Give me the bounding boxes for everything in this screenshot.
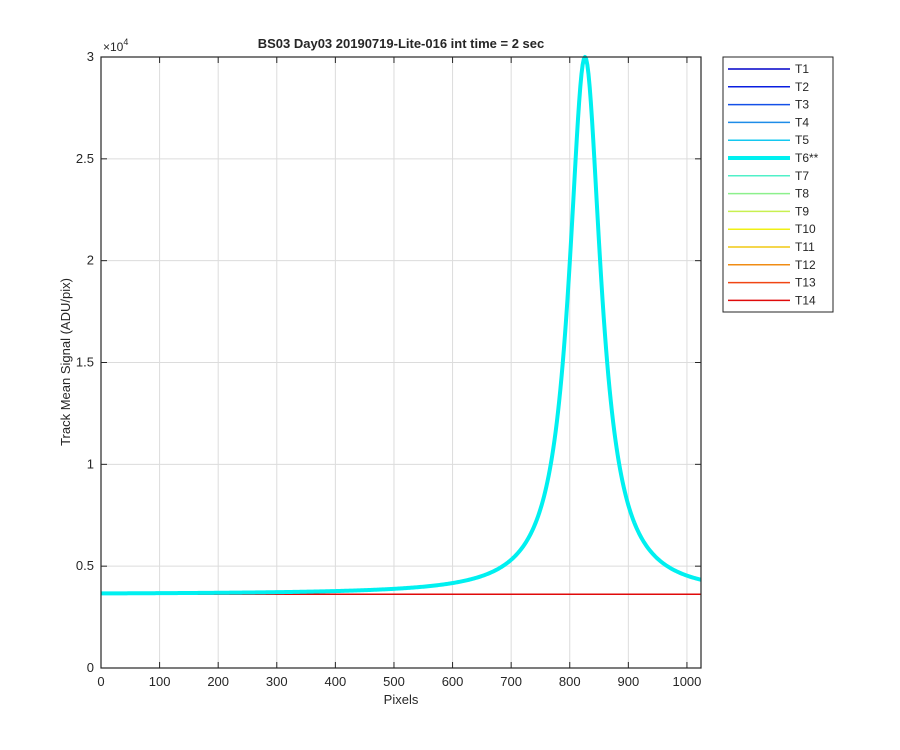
chart-title: BS03 Day03 20190719-Lite-016 int time = …: [258, 36, 545, 51]
x-tick-label: 400: [325, 674, 347, 689]
y-tick-label: 2.5: [76, 151, 94, 166]
x-tick-label: 500: [383, 674, 405, 689]
y-tick-label: 3: [87, 49, 94, 64]
x-tick-label: 200: [207, 674, 229, 689]
legend-label: T7: [795, 169, 809, 183]
legend-label: T13: [795, 276, 816, 290]
legend-label: T9: [795, 204, 809, 218]
x-tick-label: 300: [266, 674, 288, 689]
x-axis-label: Pixels: [384, 692, 419, 707]
grid: [100, 56, 701, 669]
legend-label: T4: [795, 115, 809, 129]
y-tick-label: 0.5: [76, 558, 94, 573]
legend-label: T1: [795, 62, 809, 76]
legend: T1 T2 T3 T4 T5 T6** T7 T8 T9 T10 T11 T12 T13 T14: [722, 56, 834, 313]
y-tick-label: 1: [87, 456, 94, 471]
x-tick-label: 100: [149, 674, 171, 689]
y-tick-label: 0: [87, 660, 94, 675]
legend-label: T6**: [795, 151, 819, 165]
legend-label: T3: [795, 98, 809, 112]
legend-label: T10: [795, 222, 816, 236]
x-tick-label: 900: [617, 674, 639, 689]
y-tick-label: 1.5: [76, 355, 94, 370]
legend-label: T11: [795, 240, 815, 254]
legend-label: T5: [795, 133, 809, 147]
y-exponent-base: ×10: [103, 40, 124, 54]
x-tick-label: 0: [97, 674, 104, 689]
series-line-T6: [100, 55, 702, 596]
legend-label: T14: [795, 293, 816, 307]
y-axis-label: Track Mean Signal (ADU/pix): [58, 278, 73, 446]
y-exponent-label: ×104: [103, 37, 128, 54]
series-lines: [100, 55, 702, 596]
y-tick-label: 2: [87, 253, 94, 268]
x-tick-label: 700: [500, 674, 522, 689]
legend-label: T8: [795, 187, 809, 201]
x-tick-label: 1000: [672, 674, 701, 689]
legend-label: T12: [795, 258, 816, 272]
y-exponent-power: 4: [123, 37, 128, 47]
legend-box: [722, 56, 834, 313]
x-tick-label: 600: [442, 674, 464, 689]
ticks: 0 100 200 300 400 500 600 700 800 900 1000 0 0.5 1 1.5…: [76, 49, 701, 689]
x-tick-label: 800: [559, 674, 581, 689]
legend-label: T2: [795, 80, 809, 94]
